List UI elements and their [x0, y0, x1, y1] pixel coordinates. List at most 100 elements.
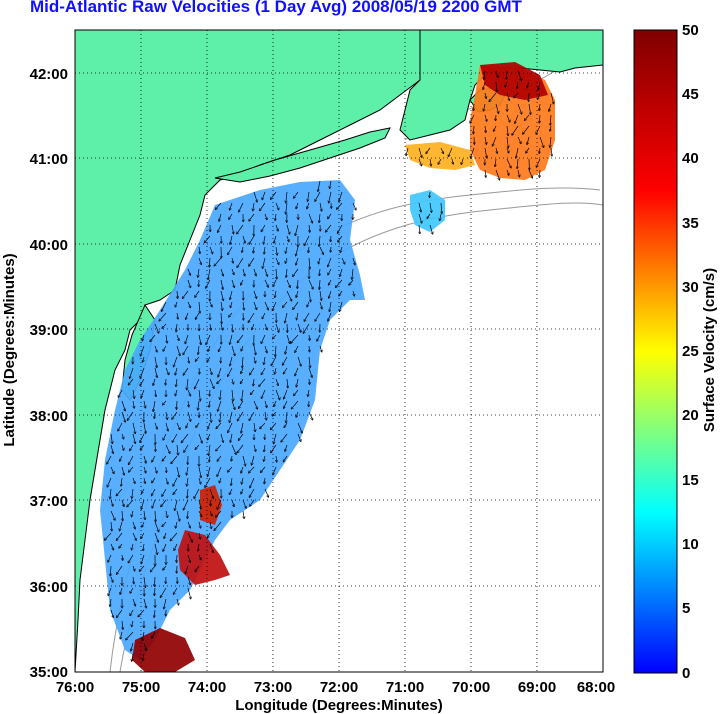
velocity-arrow	[291, 400, 299, 409]
velocity-arrow	[110, 565, 111, 576]
velocity-arrow	[516, 147, 519, 158]
velocity-arrow	[198, 400, 199, 410]
velocity-arrow	[483, 81, 486, 89]
velocity-arrow	[286, 279, 290, 287]
velocity-arrow	[249, 213, 255, 221]
velocity-arrow	[295, 367, 299, 376]
velocity-arrow	[231, 444, 236, 454]
velocity-arrow	[132, 598, 135, 606]
velocity-arrow	[297, 433, 301, 441]
velocity-arrow	[339, 191, 343, 202]
velocity-arrow	[470, 114, 475, 123]
velocity-arrow	[250, 499, 255, 506]
velocity-arrow	[249, 411, 255, 420]
velocity-arrow	[496, 81, 497, 92]
velocity-arrow	[308, 213, 312, 223]
velocity-arrow	[297, 356, 301, 366]
velocity-arrow	[418, 213, 422, 223]
velocity-arrow	[328, 213, 332, 219]
velocity-arrow	[231, 268, 234, 275]
velocity-arrow	[319, 202, 322, 211]
velocity-arrow	[122, 433, 124, 439]
velocity-arrow	[209, 400, 210, 407]
velocity-arrow	[188, 356, 189, 363]
velocity-arrow	[107, 455, 112, 464]
velocity-arrow	[352, 257, 355, 265]
velocity-arrow	[230, 202, 233, 210]
velocity-arrow	[110, 576, 113, 582]
velocity-arrow	[120, 587, 123, 594]
velocity-arrow	[528, 169, 532, 178]
velocity-arrow	[131, 642, 134, 651]
velocity-arrow	[259, 378, 266, 386]
velocity-arrow	[132, 653, 133, 661]
velocity-arrow	[208, 268, 211, 280]
velocity-arrow	[228, 422, 233, 433]
velocity-arrow	[260, 422, 266, 429]
velocity-arrow	[110, 499, 113, 506]
velocity-arrow	[353, 290, 354, 296]
velocity-arrow	[142, 488, 145, 493]
velocity-arrow	[176, 598, 179, 605]
velocity-arrow	[198, 466, 201, 477]
velocity-arrow	[152, 477, 156, 483]
velocity-arrow	[132, 543, 134, 550]
y-tick-label: 39:00	[30, 322, 68, 339]
velocity-arrow	[141, 389, 145, 398]
velocity-arrow	[154, 587, 155, 595]
velocity-arrow	[120, 521, 123, 531]
velocity-arrow	[276, 268, 277, 279]
velocity-arrow	[515, 114, 519, 123]
velocity-arrow	[187, 411, 191, 421]
velocity-arrow	[250, 367, 255, 375]
velocity-arrow	[253, 191, 257, 202]
velocity-arrow	[186, 422, 189, 428]
velocity-arrow	[162, 301, 167, 311]
velocity-arrow	[198, 554, 201, 560]
velocity-arrow	[232, 389, 233, 401]
velocity-arrow	[309, 257, 310, 269]
velocity-arrow	[195, 444, 200, 449]
velocity-arrow	[231, 477, 232, 485]
velocity-arrow	[130, 609, 134, 616]
velocity-arrow	[120, 455, 123, 461]
velocity-arrow	[275, 213, 276, 220]
velocity-arrow	[319, 279, 320, 289]
velocity-arrow	[198, 389, 200, 401]
velocity-arrow	[165, 422, 168, 431]
velocity-arrow	[340, 301, 343, 311]
velocity-arrow	[143, 455, 146, 463]
velocity-arrow	[264, 356, 265, 364]
velocity-arrow	[275, 323, 279, 332]
velocity-arrow	[284, 400, 288, 408]
velocity-arrow	[117, 609, 123, 617]
velocity-arrow	[284, 389, 288, 399]
velocity-arrow	[271, 444, 277, 453]
velocity-arrow	[154, 543, 157, 554]
velocity-arrow	[187, 279, 191, 288]
velocity-arrow	[154, 345, 157, 352]
velocity-arrow	[242, 235, 245, 243]
velocity-arrow	[183, 367, 189, 375]
velocity-arrow	[140, 433, 145, 442]
velocity-arrow	[429, 202, 432, 212]
velocity-arrow	[296, 411, 299, 417]
velocity-arrow	[108, 587, 112, 596]
velocity-arrow	[285, 444, 288, 451]
velocity-arrow	[199, 367, 200, 374]
velocity-arrow	[174, 356, 178, 367]
velocity-arrow	[163, 543, 167, 551]
velocity-arrow	[164, 532, 167, 538]
velocity-arrow	[551, 147, 552, 156]
velocity-arrow	[505, 81, 508, 87]
velocity-arrow	[127, 411, 134, 420]
velocity-arrow	[494, 125, 497, 131]
colorbar-tick-label: 10	[682, 536, 699, 553]
velocity-arrow	[275, 290, 276, 297]
velocity-arrow	[232, 257, 233, 263]
velocity-arrow	[195, 378, 200, 389]
velocity-arrow	[231, 345, 235, 356]
velocity-arrow	[352, 268, 353, 279]
velocity-arrow	[133, 400, 134, 408]
